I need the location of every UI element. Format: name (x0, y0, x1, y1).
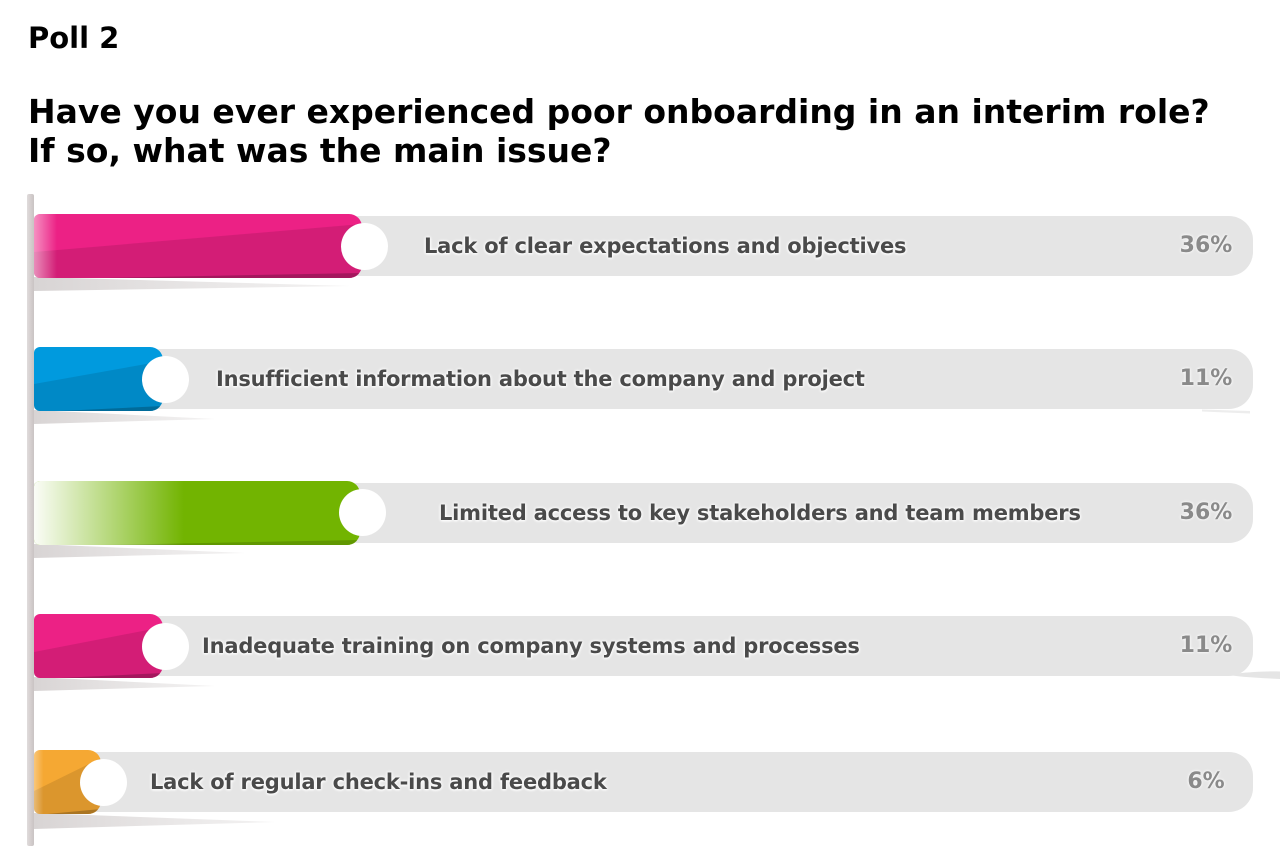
bar-category-label: Insufficient information about the compa… (216, 367, 865, 391)
bar-track (34, 349, 1253, 409)
track-tail-wedge (1230, 671, 1280, 679)
bar-fill (34, 347, 163, 411)
bar-shadow-wedge (34, 277, 350, 291)
bar-shadow-wedge (34, 677, 215, 691)
poll-question-line-1: Have you ever experienced poor onboardin… (28, 92, 1210, 131)
bar-fill (34, 480, 360, 545)
bar-value-label: 36% (1179, 499, 1233, 525)
track-tail-wedge (1202, 409, 1250, 414)
bar-shadow-wedge (34, 813, 275, 829)
bar-category-label: Inadequate training on company systems a… (202, 634, 860, 658)
bar-category-label: Lack of clear expectations and objective… (424, 234, 907, 258)
bar-endpoint-circle (340, 222, 388, 270)
bar-endpoint-circle (79, 758, 127, 806)
poll-title: Poll 2 (28, 21, 120, 55)
bar-value-label: 6% (1187, 769, 1225, 794)
bar-fill (34, 214, 362, 278)
poll-question: Have you ever experienced poor onboardin… (28, 92, 1210, 170)
bar-track (34, 752, 1253, 812)
bar-value-label: 11% (1179, 366, 1233, 391)
bar-shadow-wedge (34, 410, 215, 424)
bar-category-label: Lack of regular check-ins and feedback (150, 770, 607, 794)
bar-track (34, 616, 1253, 676)
bar-value-label: 11% (1179, 633, 1233, 658)
bar-value-label: 36% (1179, 233, 1233, 258)
bar-fill (34, 614, 163, 678)
poll-question-line-2: If so, what was the main issue? (28, 131, 612, 170)
bar-endpoint-circle (338, 489, 386, 536)
bar-endpoint-circle (141, 355, 189, 403)
bar-shadow-wedge (34, 543, 245, 558)
bar-category-label: Limited access to key stakeholders and t… (439, 500, 1081, 525)
bar-endpoint-circle (141, 622, 189, 670)
axis-line (27, 194, 34, 846)
